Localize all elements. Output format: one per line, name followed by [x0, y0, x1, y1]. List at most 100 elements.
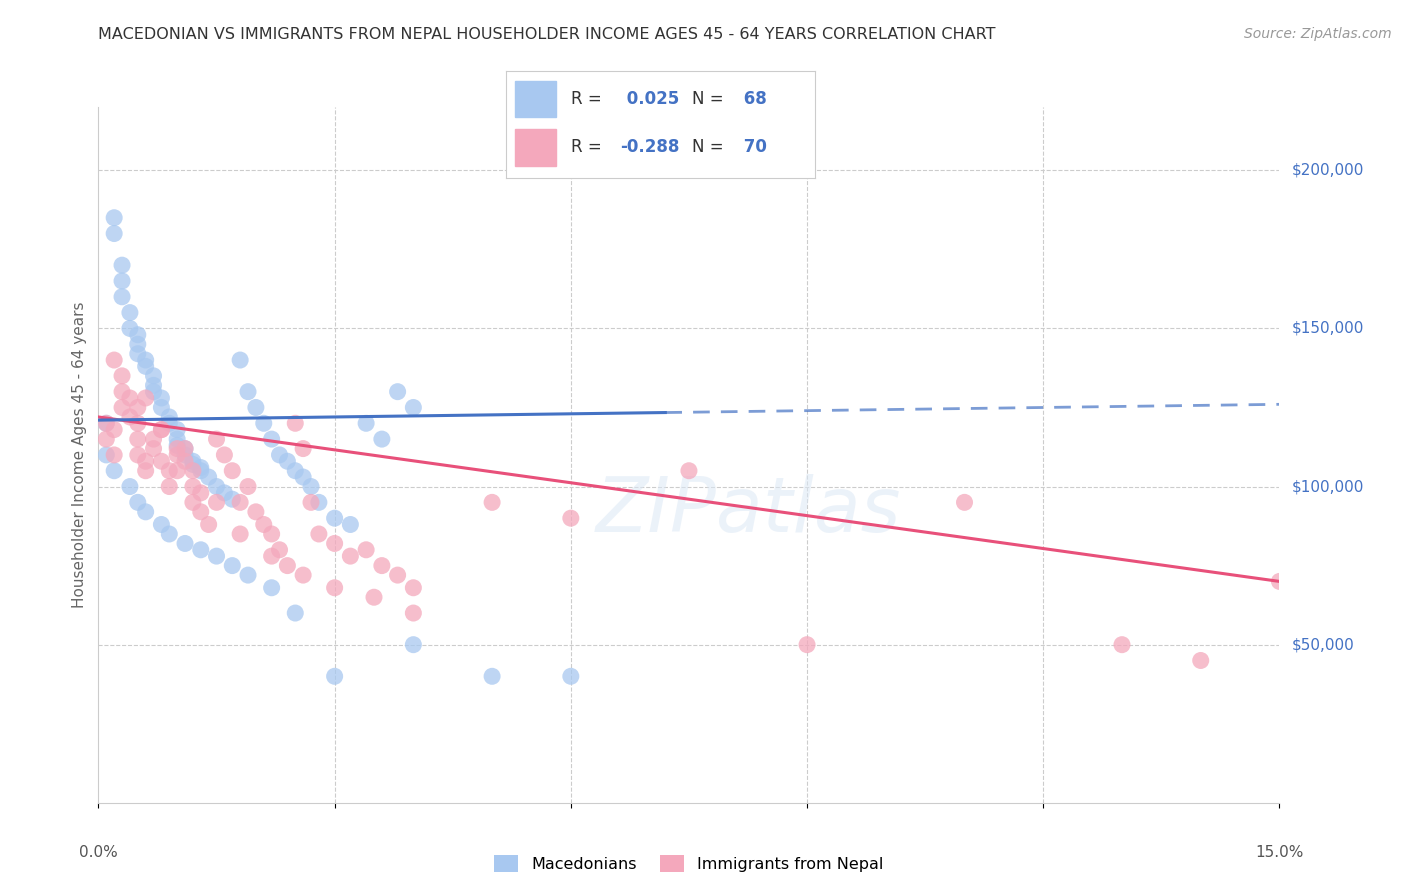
- Text: $50,000: $50,000: [1291, 637, 1354, 652]
- Point: [103, 211, 125, 225]
- Point: [402, 638, 425, 652]
- Point: [127, 401, 149, 415]
- Point: [276, 454, 298, 468]
- Text: 0.025: 0.025: [620, 90, 679, 108]
- Point: [190, 486, 212, 500]
- Point: [118, 409, 141, 424]
- Text: ZIPatlas: ZIPatlas: [595, 474, 901, 548]
- Point: [402, 606, 425, 620]
- Point: [292, 442, 315, 456]
- Point: [166, 423, 188, 437]
- Point: [127, 347, 149, 361]
- Point: [402, 581, 425, 595]
- Point: [103, 227, 125, 241]
- Point: [284, 606, 307, 620]
- Point: [260, 581, 283, 595]
- Point: [339, 517, 361, 532]
- Point: [387, 568, 409, 582]
- Point: [205, 495, 228, 509]
- Point: [190, 464, 212, 478]
- Point: [363, 591, 385, 605]
- Point: [127, 327, 149, 342]
- Text: 0.0%: 0.0%: [79, 845, 118, 860]
- Point: [96, 448, 118, 462]
- Point: [111, 290, 134, 304]
- Point: [118, 321, 141, 335]
- Point: [284, 417, 307, 431]
- Point: [103, 353, 125, 368]
- Point: [127, 417, 149, 431]
- Text: N =: N =: [692, 138, 723, 156]
- Point: [221, 492, 243, 507]
- Point: [174, 454, 197, 468]
- Point: [299, 479, 322, 493]
- Point: [260, 549, 283, 563]
- Point: [221, 558, 243, 573]
- Point: [174, 442, 197, 456]
- Point: [339, 549, 361, 563]
- Point: [150, 517, 173, 532]
- Point: [292, 568, 315, 582]
- Text: 68: 68: [738, 90, 766, 108]
- Point: [181, 454, 204, 468]
- Point: [260, 432, 283, 446]
- Point: [174, 442, 197, 456]
- Text: $150,000: $150,000: [1291, 321, 1364, 336]
- Point: [299, 495, 322, 509]
- Point: [276, 558, 298, 573]
- Point: [229, 495, 252, 509]
- Point: [142, 368, 165, 383]
- Point: [127, 448, 149, 462]
- Point: [953, 495, 976, 509]
- Point: [181, 495, 204, 509]
- Point: [205, 432, 228, 446]
- Point: [142, 378, 165, 392]
- Point: [142, 442, 165, 456]
- Point: [166, 432, 188, 446]
- Point: [157, 464, 180, 478]
- Point: [205, 549, 228, 563]
- Point: [157, 409, 180, 424]
- Point: [142, 384, 165, 399]
- Point: [245, 401, 267, 415]
- Point: [166, 464, 188, 478]
- Point: [229, 353, 252, 368]
- Point: [103, 464, 125, 478]
- Point: [111, 368, 134, 383]
- Text: -0.288: -0.288: [620, 138, 681, 156]
- Point: [118, 479, 141, 493]
- Point: [150, 454, 173, 468]
- Point: [174, 536, 197, 550]
- Point: [197, 470, 219, 484]
- Point: [190, 505, 212, 519]
- Point: [323, 536, 346, 550]
- Point: [127, 495, 149, 509]
- Point: [190, 542, 212, 557]
- Point: [118, 391, 141, 405]
- Point: [150, 423, 173, 437]
- Point: [354, 417, 377, 431]
- Point: [166, 442, 188, 456]
- Text: R =: R =: [571, 90, 602, 108]
- Point: [96, 432, 118, 446]
- Point: [127, 337, 149, 351]
- Point: [135, 454, 157, 468]
- Bar: [516, 81, 555, 118]
- Point: [560, 511, 582, 525]
- Point: [111, 274, 134, 288]
- Point: [1189, 653, 1212, 667]
- Point: [371, 558, 394, 573]
- Point: [236, 568, 259, 582]
- Point: [402, 401, 425, 415]
- Point: [323, 511, 346, 525]
- Point: [229, 527, 252, 541]
- Point: [157, 479, 180, 493]
- Text: R =: R =: [571, 138, 602, 156]
- Point: [135, 391, 157, 405]
- Point: [157, 417, 180, 431]
- Text: Source: ZipAtlas.com: Source: ZipAtlas.com: [1244, 27, 1392, 41]
- Text: 15.0%: 15.0%: [1256, 845, 1303, 860]
- Point: [142, 432, 165, 446]
- Text: $200,000: $200,000: [1291, 163, 1364, 178]
- Point: [157, 527, 180, 541]
